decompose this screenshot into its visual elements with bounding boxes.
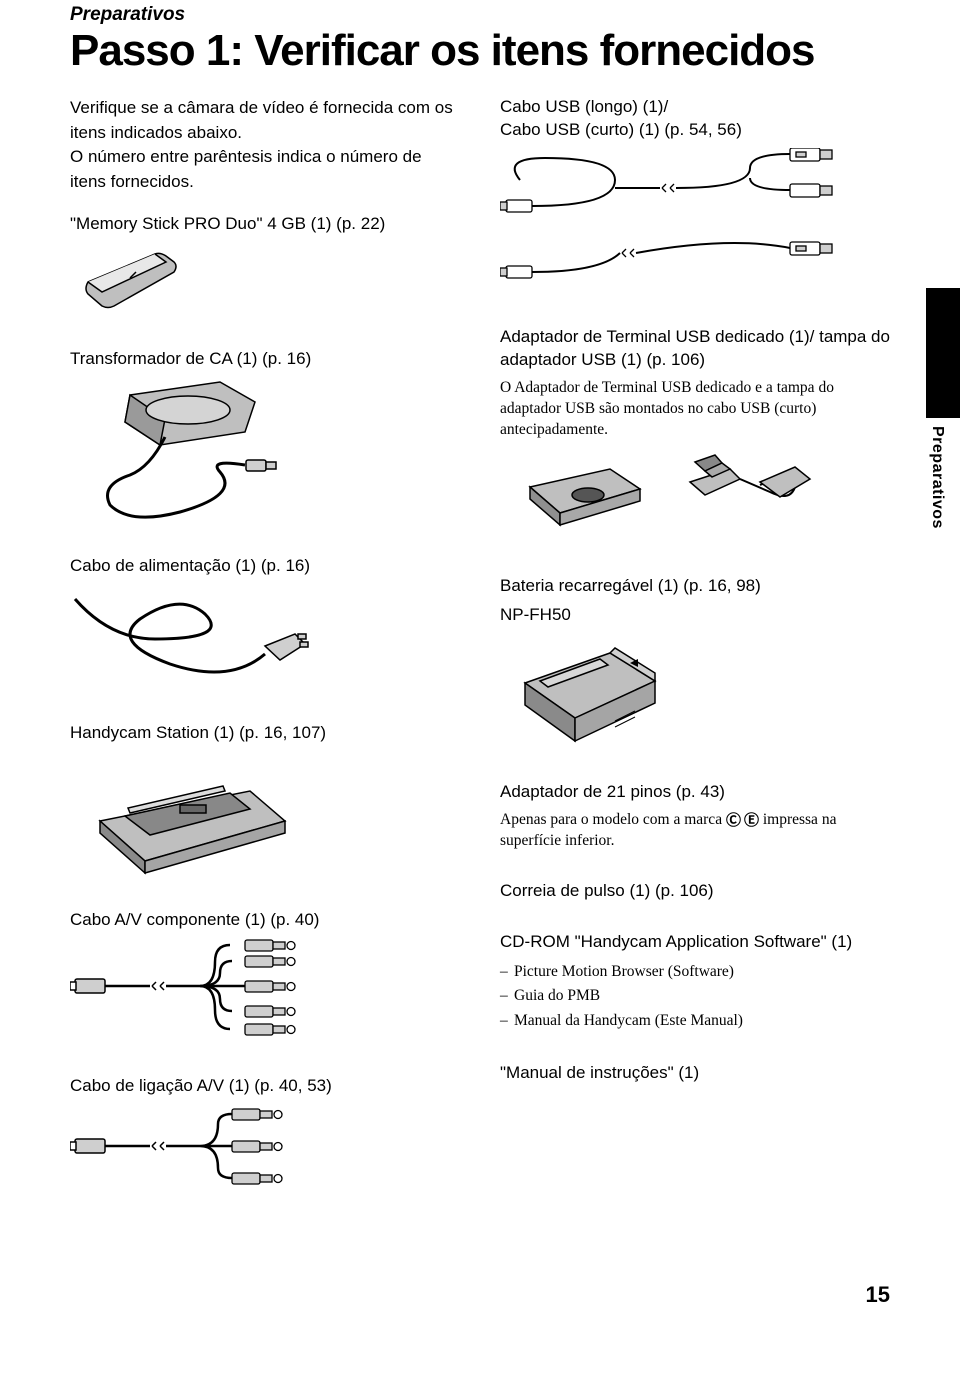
item-power-cord: Cabo de alimentação (1) (p. 16)	[70, 555, 460, 694]
page-title: Passo 1: Verificar os itens fornecidos	[70, 28, 890, 74]
battery-label: Bateria recarregável (1) (p. 16, 98)	[500, 575, 890, 598]
side-tab-marker	[926, 288, 960, 418]
item-manual: "Manual de instruções" (1)	[500, 1062, 890, 1085]
cdrom-item: Manual da Handycam (Este Manual)	[514, 1009, 890, 1034]
usb-terminal-illustration	[500, 447, 890, 547]
battery-illustration	[500, 633, 890, 753]
item-wrist-strap: Correia de pulso (1) (p. 106)	[500, 880, 890, 903]
component-av-label: Cabo A/V componente (1) (p. 40)	[70, 909, 460, 932]
usb-terminal-label: Adaptador de Terminal USB dedicado (1)/ …	[500, 326, 890, 372]
usb-cables-label: Cabo USB (longo) (1)/ Cabo USB (curto) (…	[500, 96, 890, 142]
item-pin-adaptor: Adaptador de 21 pinos (p. 43) Apenas par…	[500, 781, 890, 852]
cdrom-contents-list: Picture Motion Browser (Software) Guia d…	[500, 960, 890, 1034]
cdrom-label: CD-ROM "Handycam Application Software" (…	[500, 931, 890, 954]
item-usb-terminal: Adaptador de Terminal USB dedicado (1)/ …	[500, 326, 890, 547]
right-column: Preparativos Cabo USB (longo) (1)/ Cabo …	[500, 96, 890, 1222]
power-cord-label: Cabo de alimentação (1) (p. 16)	[70, 555, 460, 578]
usb-cables-illustration	[500, 148, 890, 298]
cdrom-item: Picture Motion Browser (Software)	[514, 960, 890, 985]
item-battery: Bateria recarregável (1) (p. 16, 98) NP-…	[500, 575, 890, 753]
item-component-av: Cabo A/V componente (1) (p. 40)	[70, 909, 460, 1048]
section-label: Preparativos	[70, 4, 890, 26]
item-ac-adaptor: Transformador de CA (1) (p. 16)	[70, 348, 460, 527]
pin-adaptor-note: Apenas para o modelo com a marca Ⓒ Ⓔ imp…	[500, 810, 890, 852]
cdrom-item: Guia do PMB	[514, 984, 890, 1009]
av-cable-label: Cabo de ligação A/V (1) (p. 40, 53)	[70, 1075, 460, 1098]
component-av-illustration	[70, 937, 460, 1047]
page-number: 15	[70, 1282, 890, 1308]
ce-mark-icon: Ⓒ Ⓔ	[726, 811, 759, 831]
item-cdrom: CD-ROM "Handycam Application Software" (…	[500, 931, 890, 1034]
ac-adaptor-illustration	[70, 377, 460, 527]
memory-stick-illustration	[70, 242, 460, 320]
item-handycam-station: Handycam Station (1) (p. 16, 107)	[70, 722, 460, 881]
wrist-strap-label: Correia de pulso (1) (p. 106)	[500, 880, 890, 903]
pin-adaptor-note-pre: Apenas para o modelo com a marca	[500, 811, 726, 828]
av-cable-illustration	[70, 1104, 460, 1194]
usb-terminal-note: O Adaptador de Terminal USB dedicado e a…	[500, 378, 890, 441]
content-columns: Verifique se a câmara de vídeo é forneci…	[70, 96, 890, 1222]
item-usb-cables: Cabo USB (longo) (1)/ Cabo USB (curto) (…	[500, 96, 890, 298]
ac-adaptor-label: Transformador de CA (1) (p. 16)	[70, 348, 460, 371]
side-tab-label: Preparativos	[928, 426, 946, 529]
memory-stick-label: "Memory Stick PRO Duo" 4 GB (1) (p. 22)	[70, 213, 460, 236]
handycam-station-illustration	[70, 751, 460, 881]
left-column: Verifique se a câmara de vídeo é forneci…	[70, 96, 460, 1222]
handycam-station-label: Handycam Station (1) (p. 16, 107)	[70, 722, 460, 745]
pin-adaptor-label: Adaptador de 21 pinos (p. 43)	[500, 781, 890, 804]
item-memory-stick: "Memory Stick PRO Duo" 4 GB (1) (p. 22)	[70, 213, 460, 320]
power-cord-illustration	[70, 584, 460, 694]
intro-text: Verifique se a câmara de vídeo é forneci…	[70, 96, 460, 195]
manual-label: "Manual de instruções" (1)	[500, 1062, 890, 1085]
item-av-cable: Cabo de ligação A/V (1) (p. 40, 53)	[70, 1075, 460, 1194]
battery-model: NP-FH50	[500, 604, 890, 627]
